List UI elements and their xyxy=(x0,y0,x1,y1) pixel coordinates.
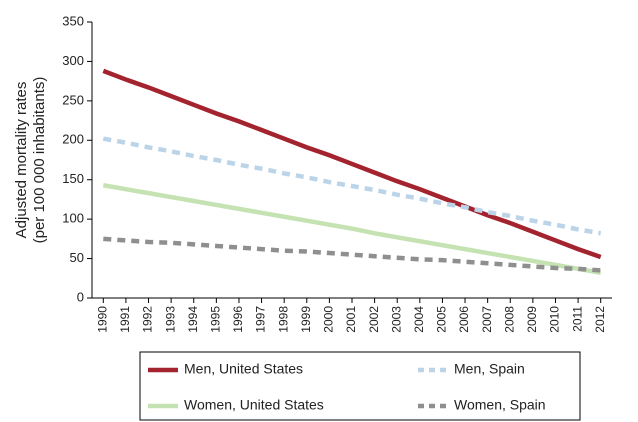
y-tick-label: 0 xyxy=(77,289,84,304)
x-tick-label: 2009 xyxy=(525,306,539,333)
legend-label: Men, United States xyxy=(184,361,303,377)
x-tick-label: 1999 xyxy=(299,306,313,333)
y-axis-title: (per 100 000 inhabitants) xyxy=(31,77,48,244)
series-line xyxy=(103,236,601,273)
legend-label: Women, United States xyxy=(184,397,324,413)
x-tick-label: 1991 xyxy=(118,306,132,333)
legend-box xyxy=(139,351,581,421)
x-tick-label: 1994 xyxy=(186,306,200,333)
y-tick-label: 300 xyxy=(62,53,84,68)
x-tick-label: 2010 xyxy=(548,306,562,333)
series-line xyxy=(102,136,602,236)
x-tick-label: 2012 xyxy=(593,306,607,333)
x-tick-label: 2006 xyxy=(457,306,471,333)
x-tick-label: 2005 xyxy=(435,306,449,333)
x-tick-label: 2004 xyxy=(412,306,426,333)
y-tick-label: 150 xyxy=(62,171,84,186)
x-tick-label: 2007 xyxy=(480,306,494,333)
y-tick-label: 100 xyxy=(62,211,84,226)
y-tick-label: 50 xyxy=(70,250,84,265)
x-tick-label: 2001 xyxy=(344,306,358,333)
x-tick-label: 1993 xyxy=(163,306,177,333)
x-tick-label: 2011 xyxy=(570,306,584,332)
x-tick-label: 1997 xyxy=(254,306,268,333)
y-tick-label: 200 xyxy=(62,132,84,147)
x-tick-label: 2002 xyxy=(367,306,381,333)
x-tick-label: 2003 xyxy=(389,306,403,333)
legend-label: Women, Spain xyxy=(454,397,546,413)
x-tick-label: 2008 xyxy=(502,306,516,333)
y-axis-title: Adjusted mortality rates xyxy=(13,82,30,239)
x-tick-label: 2000 xyxy=(322,306,336,333)
x-tick-label: 1996 xyxy=(231,306,245,333)
x-tick-label: 1998 xyxy=(276,306,290,333)
y-tick-label: 350 xyxy=(62,13,84,28)
legend-label: Men, Spain xyxy=(454,361,525,377)
series-line xyxy=(102,183,602,275)
y-tick-label: 250 xyxy=(62,92,84,107)
series-line xyxy=(102,68,602,260)
x-tick-label: 1990 xyxy=(95,306,109,333)
x-tick-label: 1992 xyxy=(141,306,155,333)
x-tick-label: 1995 xyxy=(209,306,223,333)
